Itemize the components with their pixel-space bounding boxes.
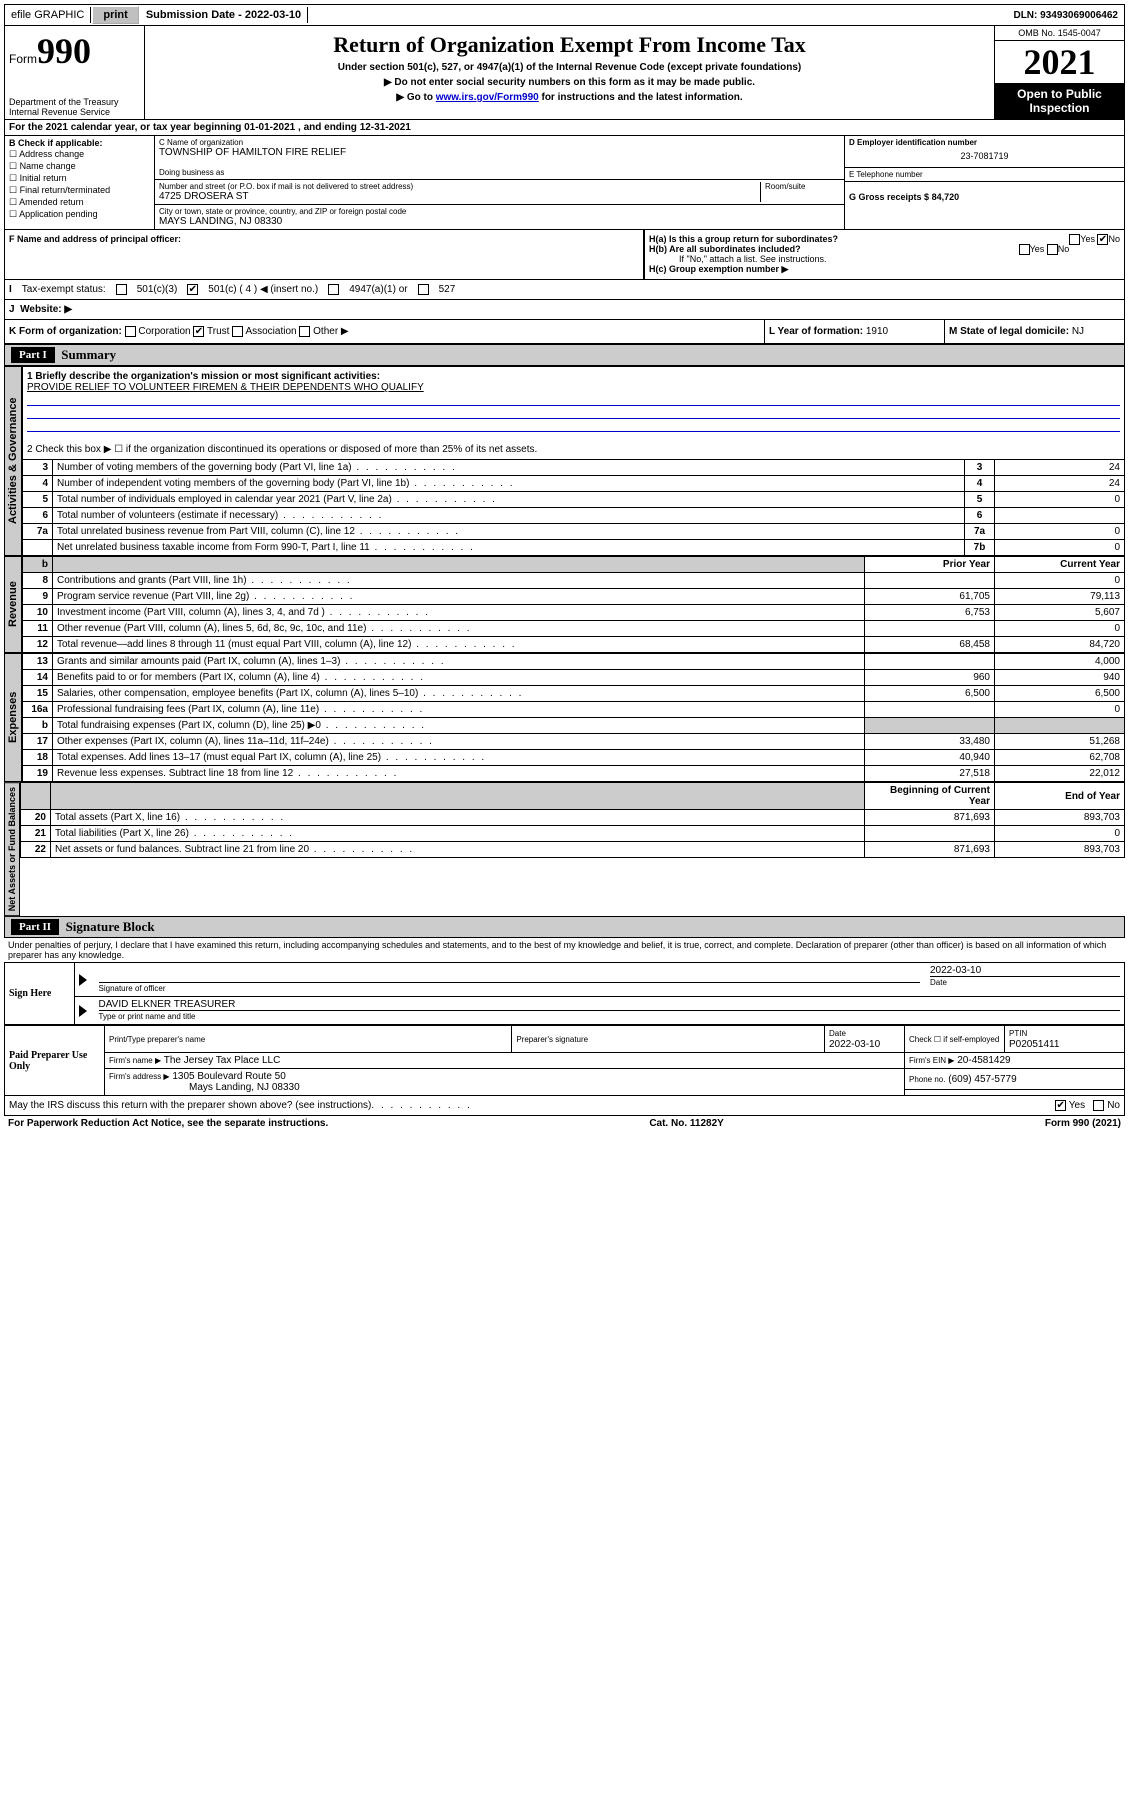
firm-ein: 20-4581429 (957, 1055, 1010, 1066)
paid-preparer-block: Paid Preparer Use Only Print/Type prepar… (4, 1025, 1125, 1096)
arrow-icon (79, 1005, 87, 1017)
submission-date: Submission Date - 2022-03-10 (140, 7, 308, 23)
section-f-label: F Name and address of principal officer: (9, 234, 181, 244)
irs-link[interactable]: www.irs.gov/Form990 (436, 92, 539, 103)
org-name: TOWNSHIP OF HAMILTON FIRE RELIEF (159, 147, 840, 158)
firm-name: The Jersey Tax Place LLC (164, 1055, 281, 1066)
governance-table: 3Number of voting members of the governi… (22, 459, 1125, 556)
efile-label: efile GRAPHIC (5, 7, 91, 23)
dln: DLN: 93493069006462 (1007, 8, 1124, 23)
ein: 23-7081719 (849, 147, 1120, 165)
expenses-table: 13Grants and similar amounts paid (Part … (22, 653, 1125, 782)
revenue-table: b Prior YearCurrent Year 8Contributions … (22, 556, 1125, 653)
tax-year: 2021 (995, 41, 1124, 83)
net-assets-table: Beginning of Current YearEnd of Year 20T… (20, 782, 1125, 858)
tax-year-line: For the 2021 calendar year, or tax year … (5, 120, 415, 135)
street-address: 4725 DROSERA ST (159, 191, 760, 202)
part1-header: Part I Summary (4, 344, 1125, 366)
officer-name: DAVID ELKNER TREASURER (99, 999, 1121, 1010)
subtitle-2: ▶ Do not enter social security numbers o… (151, 77, 988, 88)
form-header: Form990 Department of the Treasury Inter… (4, 26, 1125, 120)
gross-receipts: 84,720 (932, 192, 960, 202)
part2-header: Part II Signature Block (4, 916, 1125, 938)
vtab-net-assets: Net Assets or Fund Balances (4, 782, 20, 916)
city-state-zip: MAYS LANDING, NJ 08330 (159, 216, 840, 227)
form-title: Return of Organization Exempt From Incom… (151, 32, 988, 58)
subtitle-1: Under section 501(c), 527, or 4947(a)(1)… (151, 62, 988, 73)
year-formation: 1910 (866, 326, 888, 337)
subtitle-3: ▶ Go to www.irs.gov/Form990 for instruct… (151, 92, 988, 103)
mission-text: PROVIDE RELIEF TO VOLUNTEER FIREMEN & TH… (27, 382, 1120, 393)
sign-here-block: Sign Here Signature of officer 2022-03-1… (4, 962, 1125, 1025)
arrow-icon (79, 974, 87, 986)
state-domicile: NJ (1072, 326, 1084, 337)
vtab-revenue: Revenue (4, 556, 22, 653)
form-number: Form990 (9, 30, 140, 72)
perjury-statement: Under penalties of perjury, I declare th… (4, 938, 1125, 962)
dept-treasury: Department of the Treasury (9, 97, 119, 107)
omb-number: OMB No. 1545-0047 (995, 26, 1124, 41)
vtab-expenses: Expenses (4, 653, 22, 782)
page-footer: For Paperwork Reduction Act Notice, see … (4, 1116, 1125, 1131)
top-bar: efile GRAPHIC print Submission Date - 20… (4, 4, 1125, 26)
vtab-governance: Activities & Governance (4, 366, 22, 556)
ptin: P02051411 (1009, 1039, 1059, 1050)
firm-phone: (609) 457-5779 (948, 1074, 1016, 1085)
print-button[interactable]: print (92, 6, 138, 24)
irs-label: Internal Revenue Service (9, 107, 119, 117)
open-public: Open to Public Inspection (995, 83, 1124, 119)
section-b: B Check if applicable: ☐ Address change … (5, 136, 155, 229)
